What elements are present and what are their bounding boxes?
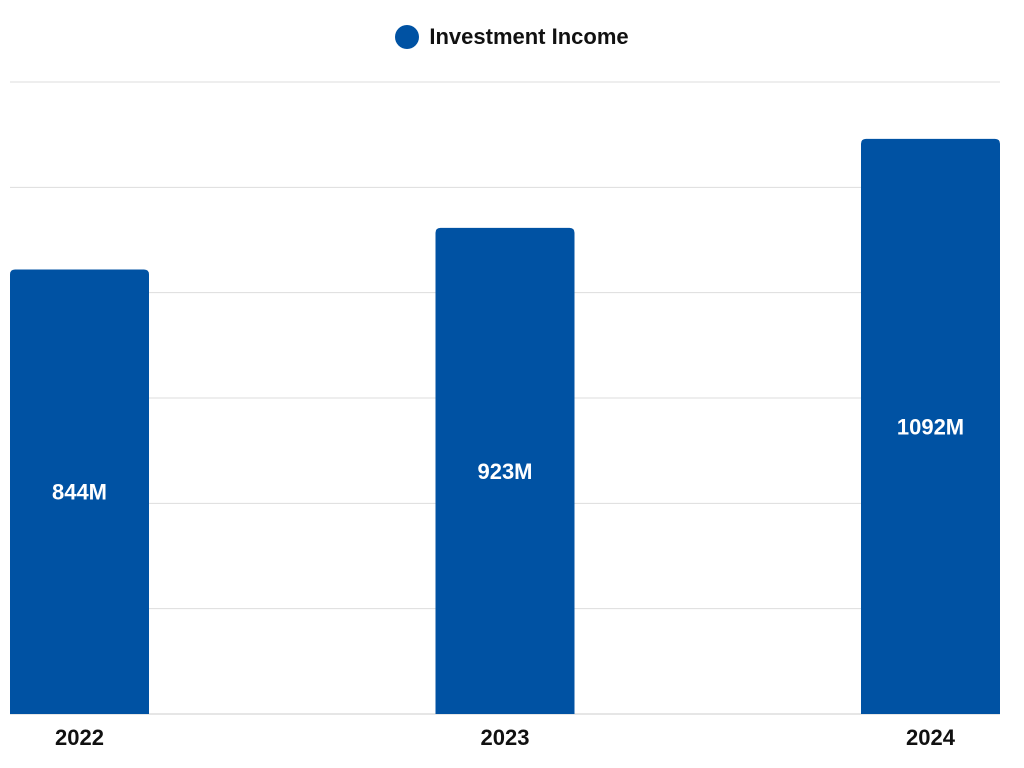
data-label-2022: 844M	[52, 480, 107, 505]
bar-2024	[861, 138, 1000, 714]
x-tick-label-2024: 2024	[906, 725, 956, 750]
data-label-2023: 923M	[477, 459, 532, 484]
legend-label: Investment Income	[429, 24, 629, 49]
legend: Investment Income	[0, 24, 1024, 50]
x-tick-label-2023: 2023	[481, 725, 530, 750]
legend-swatch	[395, 25, 420, 49]
bar-2023	[435, 227, 575, 715]
x-tick-label-2022: 2022	[55, 725, 104, 750]
bar-2022	[10, 269, 149, 714]
data-label-2024: 1092M	[897, 414, 964, 439]
